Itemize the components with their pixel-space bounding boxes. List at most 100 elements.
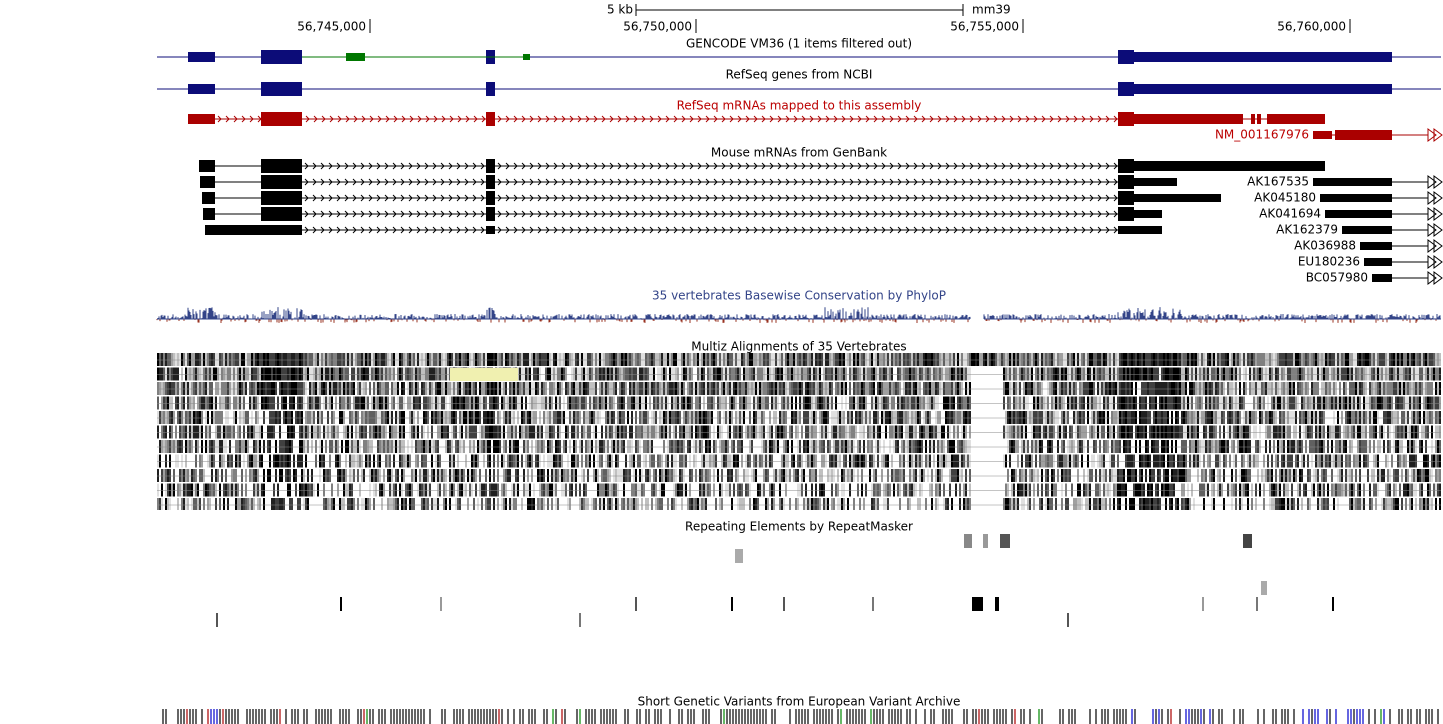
ruler-assembly: mm39 bbox=[972, 3, 1011, 17]
alignment-block bbox=[163, 353, 1429, 366]
exon bbox=[486, 175, 495, 189]
strand-end bbox=[1427, 223, 1443, 237]
strand-end bbox=[1427, 191, 1443, 205]
alignment-block bbox=[177, 396, 1431, 410]
ruler-tick-label: 56,750,000 bbox=[623, 20, 692, 34]
exon bbox=[1118, 50, 1134, 64]
exon bbox=[1342, 226, 1392, 234]
ruler-tick-label: 56,760,000 bbox=[1277, 20, 1346, 34]
strand-arrows bbox=[304, 210, 485, 218]
track-title: Mouse mRNAs from GenBank bbox=[711, 146, 887, 160]
repeat-element bbox=[1202, 597, 1204, 611]
repeat-element bbox=[731, 597, 733, 611]
exon bbox=[1372, 274, 1392, 282]
alignment-block bbox=[161, 498, 1431, 510]
item-label: AK045180 bbox=[1254, 191, 1316, 205]
alignment-block bbox=[175, 353, 1389, 366]
exon bbox=[261, 159, 302, 173]
ruler-scale: 5 kb bbox=[607, 3, 633, 17]
exon bbox=[261, 50, 302, 64]
repeat-element bbox=[440, 597, 442, 611]
alignment-block bbox=[157, 498, 1427, 510]
strand-end bbox=[1427, 239, 1443, 253]
repeat-element bbox=[983, 534, 988, 548]
exon bbox=[1134, 178, 1177, 186]
alignment-block bbox=[159, 411, 1409, 424]
exon bbox=[1134, 161, 1325, 171]
alignment-block bbox=[167, 382, 1421, 395]
repeat-element bbox=[216, 613, 218, 627]
exon bbox=[486, 207, 495, 221]
exon bbox=[486, 191, 495, 205]
track-title: Short Genetic Variants from European Var… bbox=[638, 695, 961, 709]
repeat-element bbox=[872, 597, 874, 611]
alignment-block bbox=[169, 396, 1413, 410]
item-label: BC057980 bbox=[1306, 271, 1368, 285]
exon bbox=[202, 192, 215, 204]
exon bbox=[1251, 114, 1255, 124]
exon bbox=[261, 207, 302, 221]
exon bbox=[1320, 194, 1392, 202]
ruler-tick-label: 56,755,000 bbox=[950, 20, 1019, 34]
variant-ticks bbox=[186, 709, 1172, 724]
alignment-block bbox=[183, 498, 1429, 510]
alignment-block bbox=[167, 483, 1439, 497]
strand-end bbox=[1427, 271, 1443, 285]
alignment-block bbox=[169, 367, 1439, 381]
strand-arrows bbox=[497, 226, 1118, 234]
strand-arrows bbox=[217, 115, 1118, 123]
exon bbox=[1134, 194, 1221, 202]
exon bbox=[188, 52, 215, 62]
strand-end bbox=[1427, 255, 1443, 269]
repeat-element bbox=[972, 597, 983, 611]
strand-end bbox=[1427, 128, 1443, 142]
strand-arrows bbox=[304, 194, 485, 202]
item-label: AK041694 bbox=[1259, 207, 1321, 221]
item-label: EU180236 bbox=[1298, 255, 1360, 269]
exon bbox=[1360, 242, 1392, 250]
ruler-tick-label: 56,745,000 bbox=[297, 20, 366, 34]
alignment-block bbox=[163, 440, 1403, 453]
track-title: GENCODE VM36 (1 items filtered out) bbox=[686, 37, 912, 51]
exon bbox=[486, 159, 495, 173]
alignment-block bbox=[179, 396, 1409, 410]
alignment-block bbox=[163, 469, 1439, 482]
alignment-block bbox=[157, 382, 1433, 395]
repeat-element bbox=[1067, 613, 1069, 627]
exon bbox=[1267, 114, 1325, 124]
repeat-element bbox=[340, 597, 342, 611]
variant-ticks bbox=[366, 709, 1382, 724]
strand-end bbox=[1427, 207, 1443, 221]
item-label: AK036988 bbox=[1294, 239, 1356, 253]
alignment-block bbox=[161, 483, 1429, 497]
exon bbox=[261, 82, 302, 96]
exon bbox=[1118, 159, 1134, 173]
repeat-element bbox=[635, 597, 637, 611]
alignment-block bbox=[161, 353, 1413, 366]
repeat-element bbox=[1256, 597, 1258, 611]
alignment-block bbox=[163, 411, 1439, 424]
repeat-element bbox=[1243, 534, 1252, 548]
exon bbox=[1134, 114, 1243, 124]
exon bbox=[1118, 175, 1134, 189]
strand-arrows bbox=[497, 178, 1118, 186]
strand-arrows bbox=[304, 226, 485, 234]
alignment-block bbox=[167, 498, 1433, 510]
exon bbox=[200, 176, 215, 188]
alignment-block bbox=[185, 440, 1439, 453]
strand-arrows bbox=[304, 162, 485, 170]
exon bbox=[261, 112, 302, 126]
exon bbox=[205, 225, 302, 235]
repeat-element bbox=[579, 613, 581, 627]
exon bbox=[1313, 178, 1392, 186]
alignment-block bbox=[177, 411, 1437, 424]
exon bbox=[1364, 258, 1392, 266]
alignment-block bbox=[157, 483, 1437, 497]
exon bbox=[261, 191, 302, 205]
track-title: RefSeq mRNAs mapped to this assembly bbox=[677, 99, 922, 113]
repeat-element bbox=[1261, 581, 1267, 595]
alignment-block bbox=[159, 454, 1441, 468]
alignment-block bbox=[169, 440, 1427, 453]
repeat-element bbox=[735, 549, 743, 563]
